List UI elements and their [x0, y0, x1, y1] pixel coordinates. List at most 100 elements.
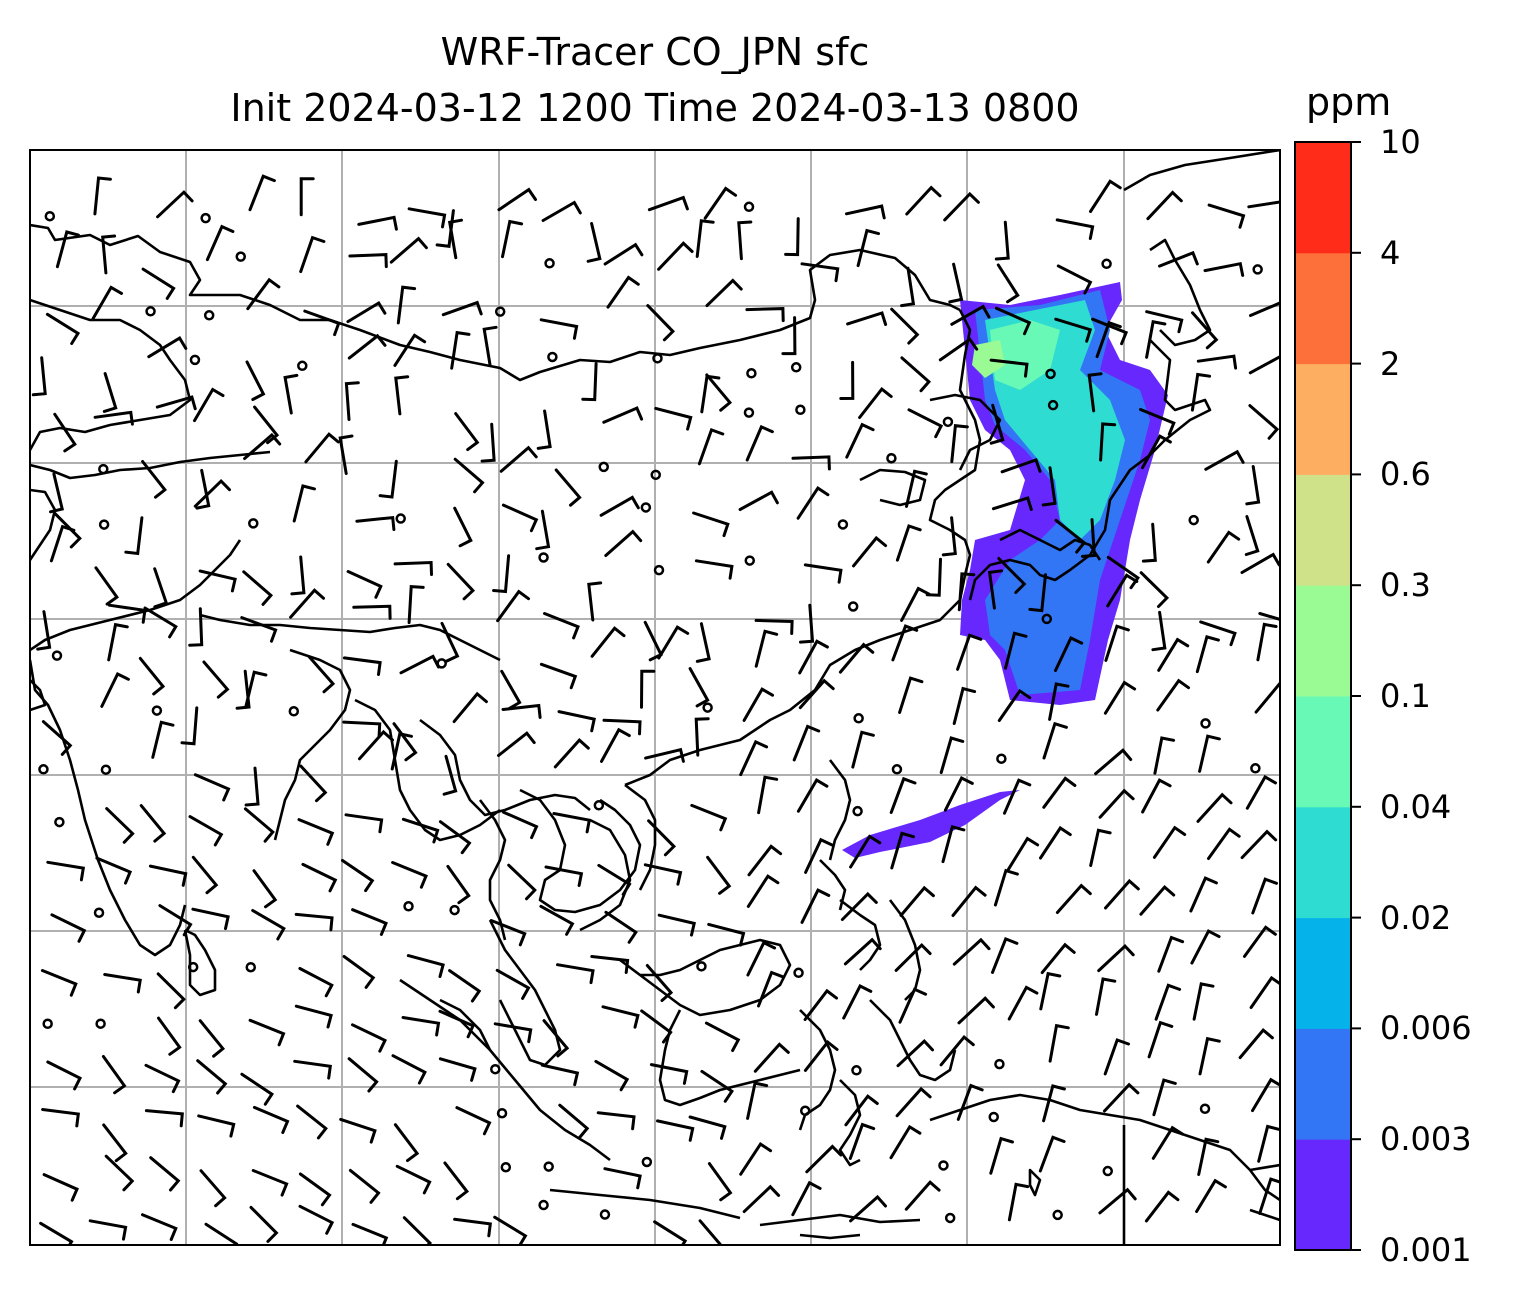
wind-barb — [539, 318, 579, 340]
wind-barb — [294, 912, 334, 932]
wind-barb — [507, 863, 537, 901]
wind-barb — [536, 409, 552, 450]
wind-barb — [804, 837, 834, 874]
wind-barb — [1104, 878, 1140, 910]
wind-barb — [501, 503, 539, 533]
wind-barb — [705, 373, 733, 412]
wind-barb — [604, 910, 638, 944]
wind-barb — [694, 559, 734, 580]
calm-wind-circle — [851, 1065, 862, 1076]
wind-barb — [890, 831, 915, 870]
wind-barb — [348, 253, 388, 269]
wind-barb — [987, 569, 1003, 610]
wind-barb — [997, 557, 1027, 594]
wind-barb — [52, 511, 82, 549]
calm-wind-circle — [245, 961, 257, 973]
wind-barb — [347, 333, 387, 360]
wind-barb — [852, 535, 888, 568]
wind-barb — [858, 386, 893, 419]
wind-barb — [1039, 971, 1062, 1011]
wind-barb — [700, 1069, 734, 1103]
wind-barb — [188, 607, 204, 647]
calm-wind-circle — [640, 502, 652, 513]
wind-barb — [1244, 515, 1260, 556]
wind-barb — [139, 804, 167, 843]
wind-barb — [147, 336, 188, 359]
calm-wind-circle — [744, 555, 756, 566]
wind-barb — [1141, 434, 1172, 470]
wind-barb — [105, 807, 135, 844]
wind-barb — [800, 888, 831, 924]
calm-wind-circle — [51, 650, 63, 661]
wind-barb — [581, 362, 598, 402]
wind-barb — [1152, 1078, 1177, 1117]
wind-barb — [925, 557, 942, 597]
calm-wind-circle — [1052, 1209, 1063, 1221]
wind-barb — [705, 278, 743, 308]
wind-barb — [283, 373, 299, 415]
wind-barb — [1007, 1182, 1030, 1222]
colorbar-tick-label: 0.04 — [1380, 787, 1452, 826]
tracer-plume — [842, 282, 1168, 858]
calm-wind-circle — [853, 713, 864, 724]
wind-barb — [399, 654, 440, 675]
wind-barb — [938, 337, 979, 362]
colorbar-segment — [1295, 252, 1351, 365]
wind-barb — [890, 307, 920, 345]
wind-barb — [298, 967, 334, 998]
calm-wind-circle — [403, 901, 414, 912]
wind-barb — [438, 1057, 477, 1082]
wind-barb — [856, 228, 880, 268]
calm-wind-circle — [891, 764, 903, 775]
wind-barb — [101, 234, 117, 275]
wind-barb — [243, 807, 275, 843]
wind-barb — [552, 812, 592, 834]
wind-barb — [351, 1023, 388, 1053]
calm-wind-circle — [500, 1161, 512, 1173]
wind-barb — [941, 516, 957, 557]
wind-barb — [1003, 778, 1032, 815]
wind-barb — [352, 604, 392, 620]
wind-barb — [1007, 836, 1040, 871]
wind-barb — [643, 863, 683, 886]
wind-barb — [1195, 635, 1220, 674]
wind-barb — [100, 671, 130, 708]
wind-barb — [41, 720, 73, 756]
calm-wind-circle — [235, 251, 246, 262]
calm-wind-circle — [494, 306, 506, 317]
wind-barb — [141, 460, 168, 499]
wind-barb — [644, 747, 685, 763]
wind-barb — [443, 1161, 470, 1201]
wind-barb — [144, 1063, 181, 1094]
colorbar-tick-label: 10 — [1380, 123, 1421, 161]
wind-barb — [895, 1086, 932, 1118]
wind-barb — [251, 1169, 289, 1197]
colorbar-tick-label: 0.006 — [1380, 1009, 1472, 1048]
wind-barb — [956, 1083, 984, 1121]
colorbar-segment — [1295, 806, 1351, 919]
wind-barb — [889, 776, 917, 814]
wind-barb — [1196, 792, 1233, 823]
wind-barb — [1103, 1082, 1140, 1113]
wind-barb — [502, 810, 539, 840]
wind-barb — [344, 381, 360, 421]
wind-barb — [539, 904, 575, 936]
wind-barb — [303, 309, 341, 337]
wind-barb — [242, 570, 274, 606]
wind-barb — [697, 427, 725, 466]
wind-barb — [745, 424, 774, 462]
wind-barb — [240, 616, 278, 643]
wind-barb — [602, 406, 644, 424]
calm-wind-circle — [544, 258, 555, 269]
colorbar-tick-label: 2 — [1380, 344, 1401, 383]
calm-wind-circle — [1252, 264, 1263, 275]
calm-wind-circle — [496, 1107, 508, 1119]
wind-barb — [1198, 1036, 1221, 1076]
wind-barb — [1054, 518, 1087, 554]
wind-barb — [301, 862, 338, 893]
wind-barb — [746, 1081, 769, 1120]
wind-barb — [846, 311, 888, 326]
wind-barb — [358, 729, 394, 761]
calm-wind-circle — [44, 210, 56, 222]
wind-barb — [406, 954, 445, 978]
